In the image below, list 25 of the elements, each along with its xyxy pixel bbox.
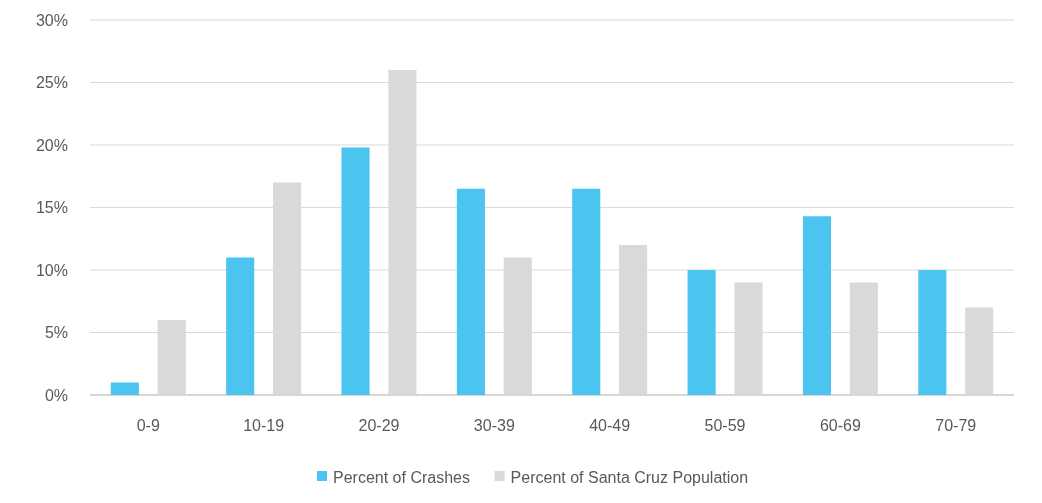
y-tick-label: 0% (44, 386, 68, 404)
legend-label: Percent of Crashes (333, 468, 470, 486)
x-tick-label: 70-79 (935, 417, 977, 434)
y-tick-label: 10% (35, 261, 68, 279)
y-tick-label: 15% (35, 199, 68, 217)
x-tick-label: 60-69 (819, 417, 861, 434)
bar (918, 270, 947, 395)
bar (226, 257, 255, 395)
x-tick-label: 20-29 (358, 417, 400, 434)
bar (110, 382, 139, 395)
x-tick-label: 30-39 (473, 417, 515, 434)
x-tick-label: 40-49 (589, 417, 631, 434)
bar (802, 216, 832, 395)
x-tick-label: 0-9 (136, 417, 160, 434)
y-tick-label: 20% (35, 136, 68, 154)
legend-label: Percent of Santa Cruz Population (510, 468, 749, 486)
bar (687, 270, 716, 395)
x-tick-label: 10-19 (243, 417, 285, 434)
y-tick-label: 5% (44, 324, 68, 342)
y-tick-label: 30% (35, 11, 68, 29)
bar (572, 188, 601, 395)
y-tick-label: 25% (35, 74, 68, 92)
x-tick-label: 50-59 (704, 417, 746, 434)
bar (341, 147, 370, 395)
bar (456, 188, 485, 395)
